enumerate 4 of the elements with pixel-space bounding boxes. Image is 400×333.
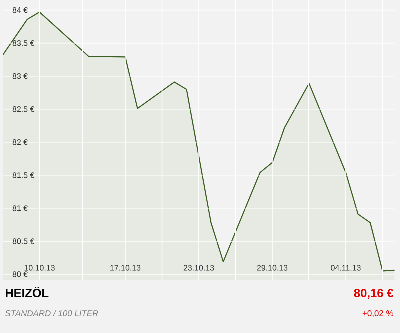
text: HEIZÖL — [6, 287, 49, 298]
text: 80,16 € — [354, 288, 394, 300]
text: +0,02 % — [362, 310, 394, 318]
text: STANDARD / 100 LITER — [5, 310, 98, 316]
